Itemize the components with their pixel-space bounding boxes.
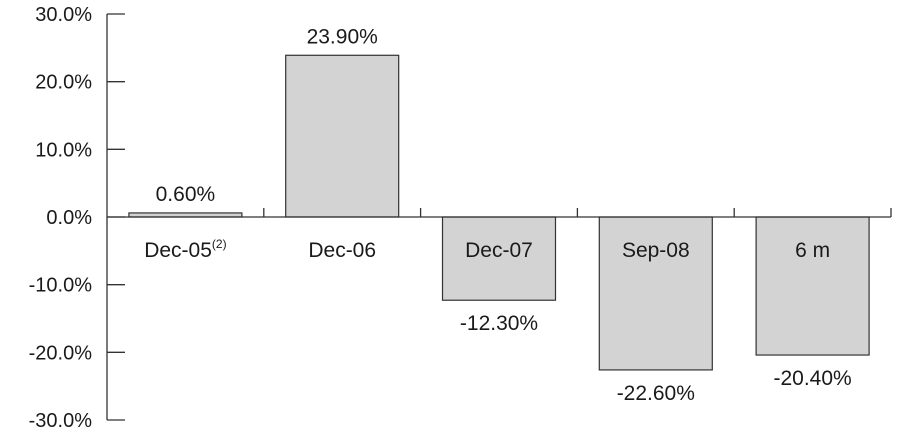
y-axis: 30.0% 20.0% 10.0% 0.0% -10.0% -20.0% -30.0% (29, 4, 125, 432)
x-tick-label: Dec-06 (308, 239, 376, 262)
bar (285, 54, 400, 218)
bar (441, 216, 557, 301)
y-tick-label: 0.0% (46, 207, 92, 229)
x-tick-label: Sep-08 (622, 239, 690, 262)
bars (128, 54, 870, 371)
bar (598, 216, 713, 371)
data-label: -20.40% (773, 367, 851, 390)
x-tick-label: 6 m (795, 239, 830, 262)
y-tick-label: -30.0% (29, 410, 93, 432)
y-tick-label: -10.0% (29, 275, 93, 297)
data-label: -12.30% (460, 312, 538, 335)
y-tick-label: -20.0% (29, 342, 93, 364)
data-labels: 0.60% Dec-05(2) 23.90% Dec-06 -12.30% Dec-07 -… (144, 25, 851, 405)
x-tick-label: Dec-05(2) (144, 237, 226, 262)
data-label: 23.90% (307, 25, 378, 48)
data-label: -22.60% (617, 382, 695, 405)
bar (755, 216, 870, 356)
data-label: 0.60% (156, 183, 216, 206)
x-tick-label: Dec-07 (465, 239, 533, 262)
y-tick-label: 10.0% (35, 139, 92, 161)
y-tick-label: 20.0% (35, 72, 92, 94)
y-tick-label: 30.0% (35, 4, 92, 26)
x-axis (107, 208, 892, 218)
